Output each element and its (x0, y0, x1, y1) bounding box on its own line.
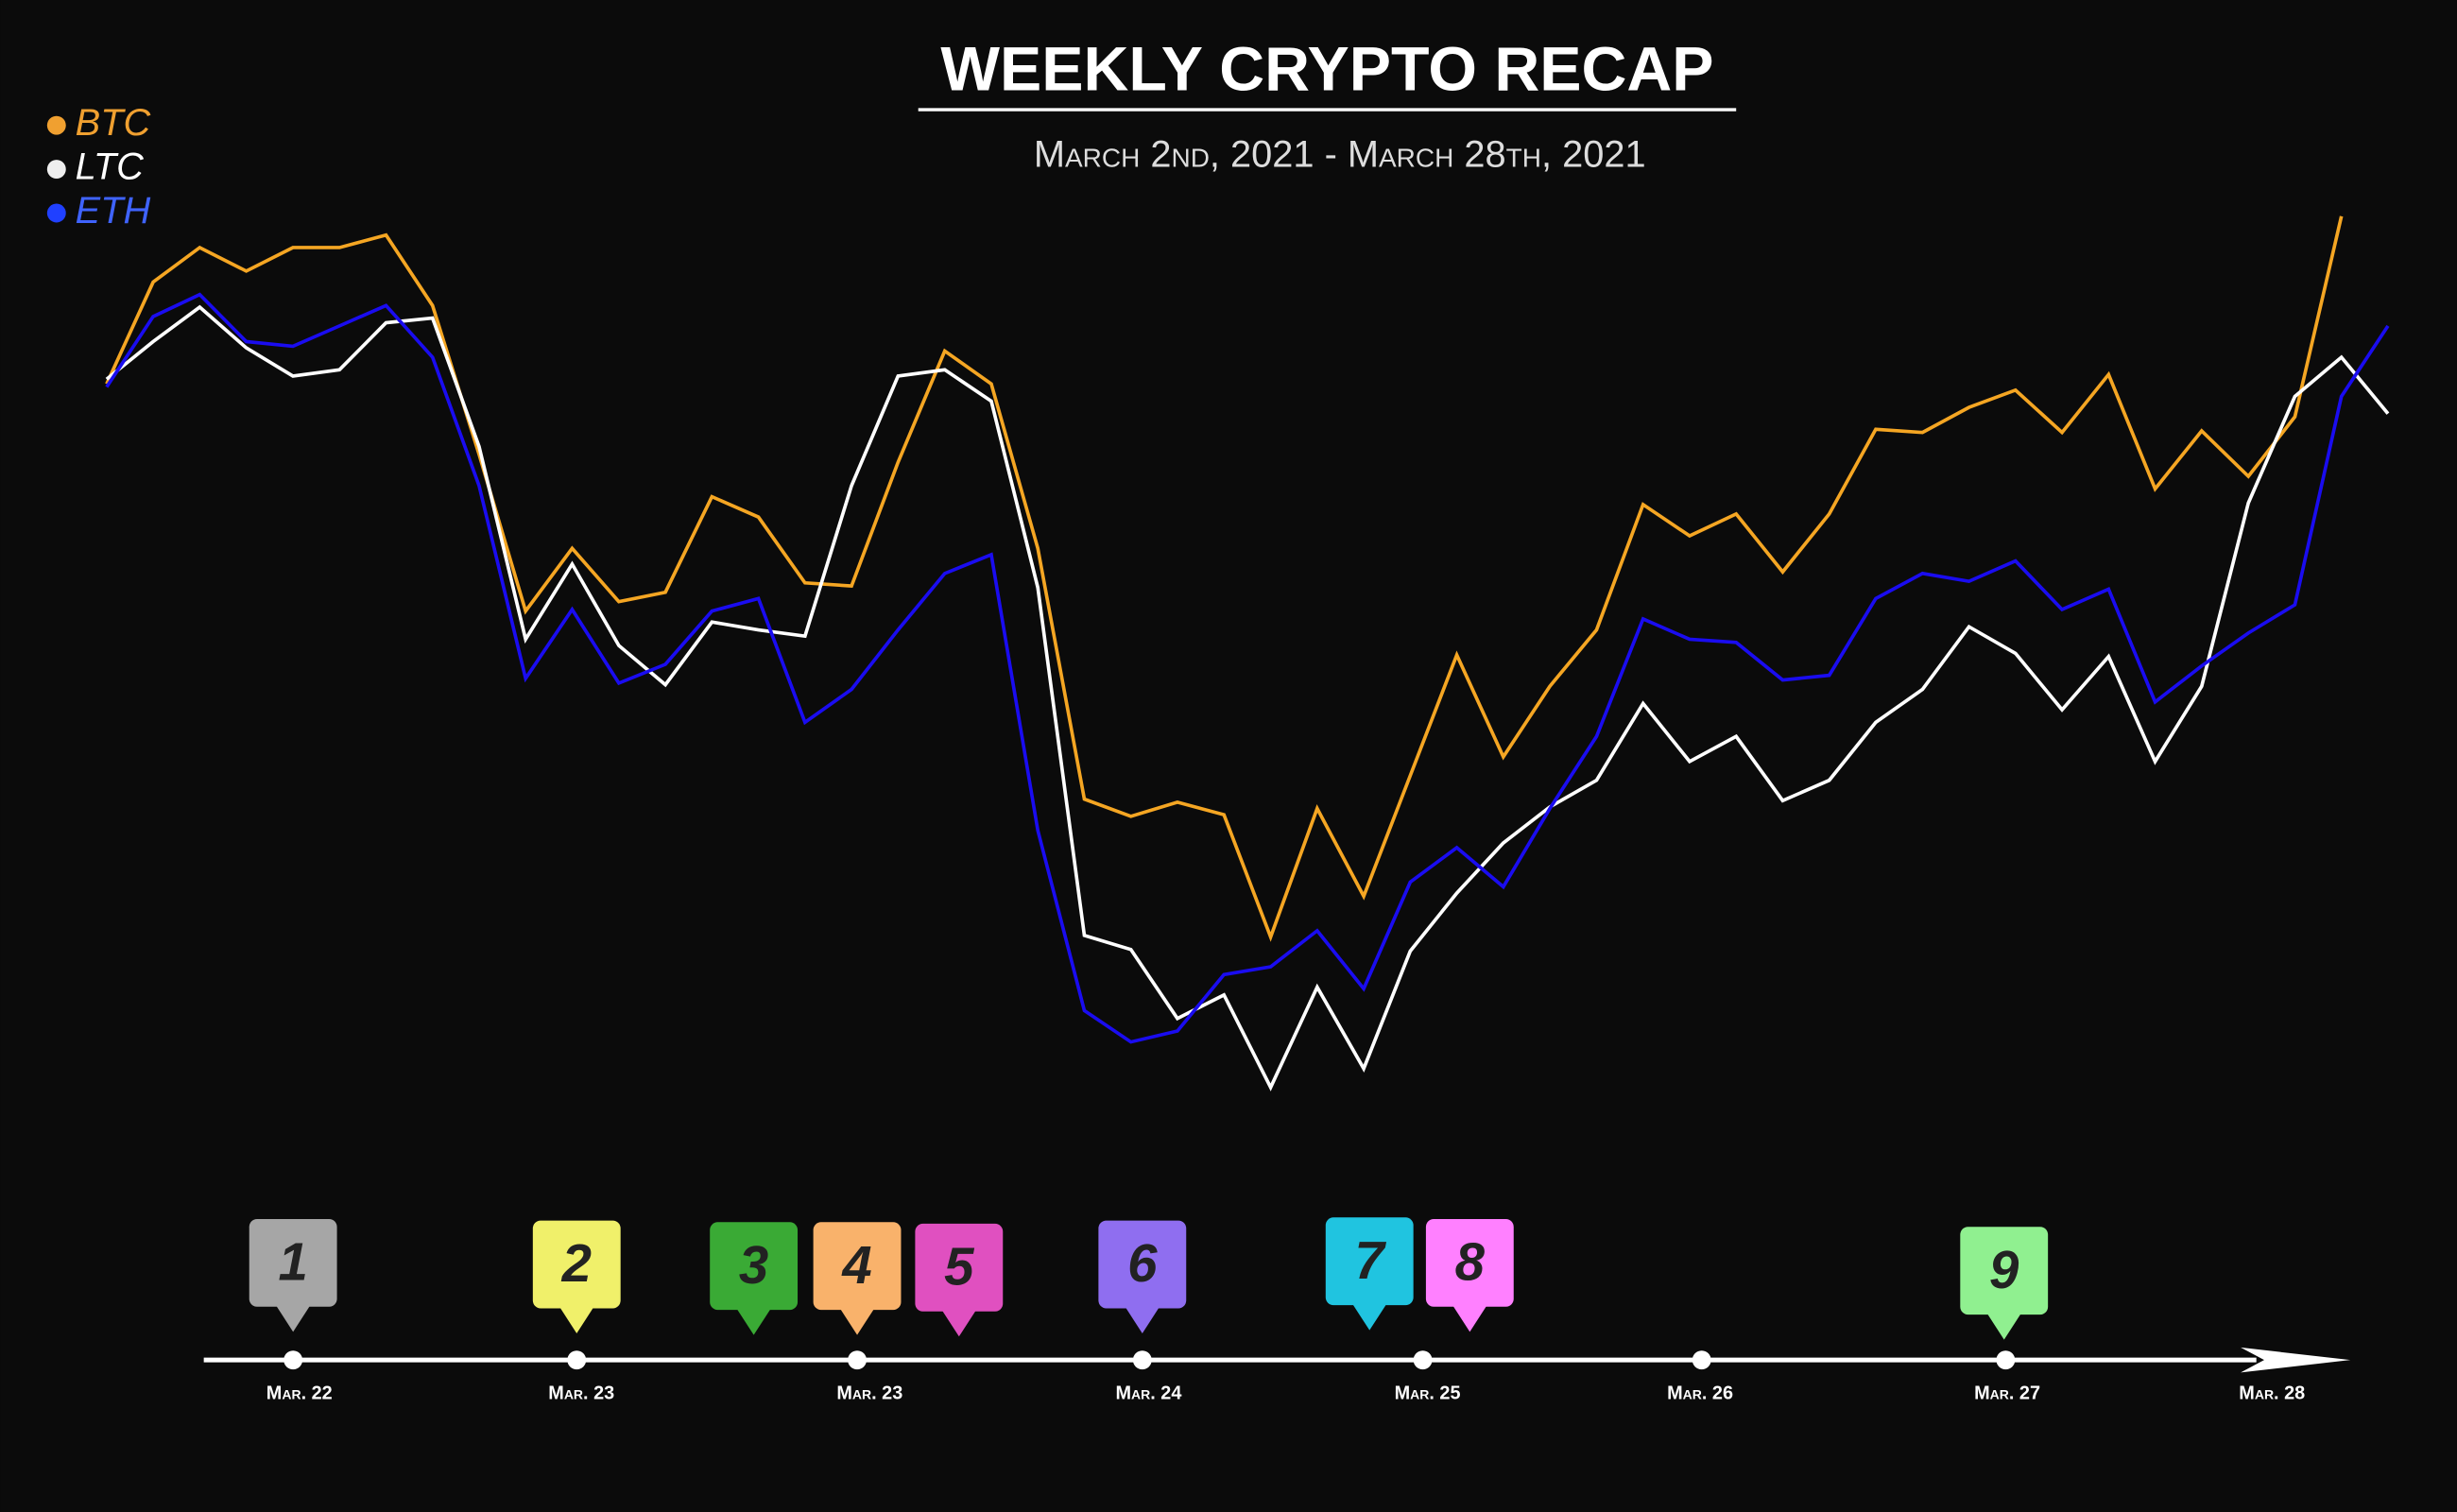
pin: 7 (1325, 1217, 1414, 1331)
timeline-label: Mar. 26 (1667, 1383, 1733, 1404)
pin-pointer (839, 1308, 875, 1335)
timeline-dot (1996, 1350, 2016, 1370)
pin-body (710, 1222, 799, 1311)
legend-swatch (46, 203, 66, 223)
pin-pointer (941, 1310, 977, 1337)
timeline: Mar. 22 Mar. 23 Mar. 23 Mar. 24 Mar. 25 Mar. … (203, 1217, 2351, 1404)
pin: 4 (813, 1222, 902, 1335)
legend-label: LTC (76, 146, 144, 188)
pin-body (249, 1218, 337, 1307)
pin: 8 (1425, 1218, 1514, 1332)
pin-pointer (1986, 1313, 2021, 1340)
pin: 3 (710, 1222, 799, 1335)
timeline-label: Mar. 23 (548, 1383, 614, 1404)
pin-body (1960, 1227, 2049, 1315)
pin-label: 7 (1355, 1230, 1387, 1290)
pin: 9 (1960, 1227, 2049, 1340)
legend-swatch (46, 115, 66, 135)
pin-label: 6 (1127, 1233, 1158, 1293)
series-line (105, 292, 2390, 1044)
pin-pointer (736, 1308, 771, 1335)
pin-body (1425, 1218, 1514, 1307)
pin-label: 4 (841, 1235, 871, 1295)
pin-label: 5 (944, 1237, 974, 1297)
timeline-label: Mar. 25 (1395, 1383, 1461, 1404)
timeline-label: Mar. 23 (836, 1383, 902, 1404)
series-line (105, 215, 2344, 942)
pin-pointer (275, 1305, 311, 1332)
pin-label: 9 (1989, 1240, 2019, 1299)
pin-label: 2 (561, 1233, 592, 1293)
timeline-dot (848, 1350, 867, 1370)
series-line (105, 304, 2390, 1091)
timeline-dot (1413, 1350, 1433, 1370)
pin-body (1098, 1220, 1187, 1309)
pin-label: 1 (278, 1232, 307, 1292)
timeline-dot (284, 1350, 303, 1370)
pin-label: 8 (1455, 1232, 1486, 1292)
timeline-arrow (2241, 1347, 2351, 1373)
legend-label: ETH (76, 190, 151, 232)
legend-swatch (46, 160, 66, 180)
chart-subtitle: March 2nd, 2021 - March 28th, 2021 (1034, 133, 1646, 175)
pin-body (532, 1220, 621, 1309)
pin-pointer (559, 1306, 594, 1333)
pin-pointer (1125, 1306, 1160, 1333)
pin-label: 3 (739, 1235, 768, 1295)
timeline-dot (567, 1350, 587, 1370)
timeline-label: Mar. 24 (1115, 1383, 1181, 1404)
timeline-dot (1692, 1350, 1711, 1370)
legend-label: BTC (76, 102, 151, 144)
pin: 1 (249, 1218, 337, 1332)
pin-pointer (1351, 1303, 1387, 1331)
pin-body (915, 1223, 1004, 1312)
timeline-dot (1132, 1350, 1152, 1370)
timeline-label: Mar. 27 (1974, 1383, 2040, 1404)
pin-pointer (1452, 1305, 1487, 1332)
pin-body (813, 1222, 902, 1311)
timeline-label: Mar. 22 (266, 1383, 333, 1404)
pin-body (1325, 1217, 1414, 1306)
timeline-label: Mar. 28 (2239, 1383, 2305, 1404)
lines (105, 215, 2390, 1091)
pin: 2 (532, 1220, 621, 1333)
chart-title: WEEKLY CRYPTO RECAP (940, 34, 1713, 104)
pin: 6 (1098, 1220, 1187, 1333)
pin: 5 (915, 1223, 1004, 1337)
